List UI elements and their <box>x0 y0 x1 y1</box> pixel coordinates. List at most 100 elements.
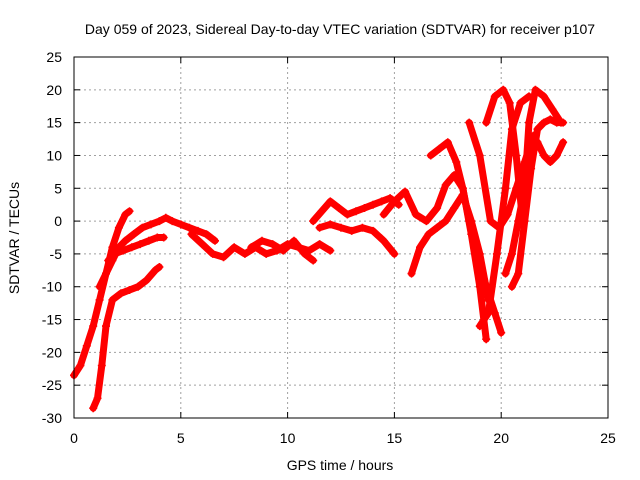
data-point-marker <box>208 249 217 258</box>
data-point-marker <box>219 253 228 262</box>
data-point-marker <box>379 236 388 245</box>
y-tick-label: 20 <box>46 82 62 98</box>
data-point-marker <box>490 92 499 101</box>
data-point-marker <box>121 236 130 245</box>
data-point-marker <box>193 226 202 235</box>
y-tick-label: 5 <box>54 180 62 196</box>
data-point-marker <box>450 204 459 212</box>
data-point-marker <box>151 266 160 275</box>
axis-ticks <box>73 56 609 419</box>
y-tick-label: 15 <box>46 115 62 131</box>
data-point-marker <box>546 158 555 166</box>
data-point-marker <box>465 118 474 127</box>
data-point-marker <box>117 289 125 298</box>
data-point-marker <box>211 236 219 245</box>
data-point-marker <box>379 210 388 219</box>
data-point-marker <box>309 256 318 265</box>
data-point-marker <box>546 115 555 124</box>
data-point-marker <box>347 226 356 235</box>
data-point-marker <box>315 240 324 249</box>
data-point-marker <box>548 105 557 114</box>
series-arc-16 <box>502 138 567 278</box>
data-point-marker <box>343 210 352 219</box>
data-point-marker <box>559 138 568 147</box>
series-arc-9 <box>380 171 490 343</box>
data-point-marker <box>119 246 128 255</box>
x-tick-label: 20 <box>493 430 509 446</box>
data-point-marker <box>533 125 542 134</box>
data-point-marker <box>125 207 134 216</box>
data-point-marker <box>390 249 399 258</box>
data-point-marker <box>138 223 147 232</box>
data-point-marker <box>82 341 91 350</box>
data-point-marker <box>144 236 153 245</box>
data-point-marker <box>386 194 395 203</box>
data-point-marker <box>352 207 360 216</box>
data-point-marker <box>520 184 529 193</box>
data-point-marker <box>501 269 510 278</box>
data-point-marker <box>531 85 540 94</box>
data-point-marker <box>326 197 335 206</box>
data-point-marker <box>125 286 134 294</box>
data-point-marker <box>507 282 516 291</box>
data-point-marker <box>377 197 386 206</box>
data-point-marker <box>258 236 266 245</box>
y-tick-label: 25 <box>46 49 62 65</box>
data-point-marker <box>512 151 521 160</box>
data-point-marker <box>168 217 177 226</box>
data-point-marker <box>422 217 431 226</box>
data-point-marker <box>114 223 123 232</box>
y-tick-label: -5 <box>50 246 63 262</box>
data-point-marker <box>121 210 130 219</box>
data-point-marker <box>514 217 523 226</box>
x-tick-label: 0 <box>70 430 78 446</box>
data-point-marker <box>458 184 467 193</box>
data-series <box>70 85 568 413</box>
data-point-marker <box>95 282 104 291</box>
data-point-marker <box>93 394 102 403</box>
data-point-marker <box>559 118 568 127</box>
data-point-marker <box>407 269 416 278</box>
data-point-marker <box>441 181 450 189</box>
plot-frame <box>73 56 609 419</box>
data-point-marker <box>435 144 444 153</box>
data-point-marker <box>503 210 512 219</box>
data-point-marker <box>240 249 249 258</box>
data-point-marker <box>369 226 377 235</box>
x-tick-label: 25 <box>600 430 616 446</box>
y-axis-label: SDTVAR / TECUs <box>6 182 22 294</box>
data-point-marker <box>326 220 335 229</box>
data-point-marker <box>337 223 345 232</box>
y-tick-label: 10 <box>46 147 62 163</box>
data-point-marker <box>202 230 211 239</box>
data-point-marker <box>475 151 484 160</box>
data-point-marker <box>247 243 256 252</box>
data-point-marker <box>441 217 450 226</box>
data-point-marker <box>187 230 196 239</box>
data-point-marker <box>127 243 136 252</box>
data-point-marker <box>401 187 410 196</box>
data-point-marker <box>358 223 367 232</box>
data-point-marker <box>527 151 536 160</box>
data-point-marker <box>95 295 104 304</box>
data-point-marker <box>360 204 369 212</box>
data-point-marker <box>482 335 491 344</box>
data-point-marker <box>89 404 98 413</box>
data-point-marker <box>416 243 424 252</box>
data-point-marker <box>426 151 435 160</box>
data-point-marker <box>142 276 151 285</box>
data-point-marker <box>507 249 516 258</box>
data-point-marker <box>76 361 85 370</box>
data-point-marker <box>514 269 523 278</box>
x-axis-label: GPS time / hours <box>287 457 394 473</box>
data-point-marker <box>268 240 277 249</box>
data-point-marker <box>159 233 168 242</box>
data-point-marker <box>161 213 170 222</box>
data-point-marker <box>155 217 164 226</box>
data-point-marker <box>176 220 185 229</box>
data-point-marker <box>495 223 504 232</box>
data-point-marker <box>539 151 548 160</box>
data-point-marker <box>452 158 461 166</box>
data-point-marker <box>433 223 442 232</box>
data-point-marker <box>155 263 164 271</box>
